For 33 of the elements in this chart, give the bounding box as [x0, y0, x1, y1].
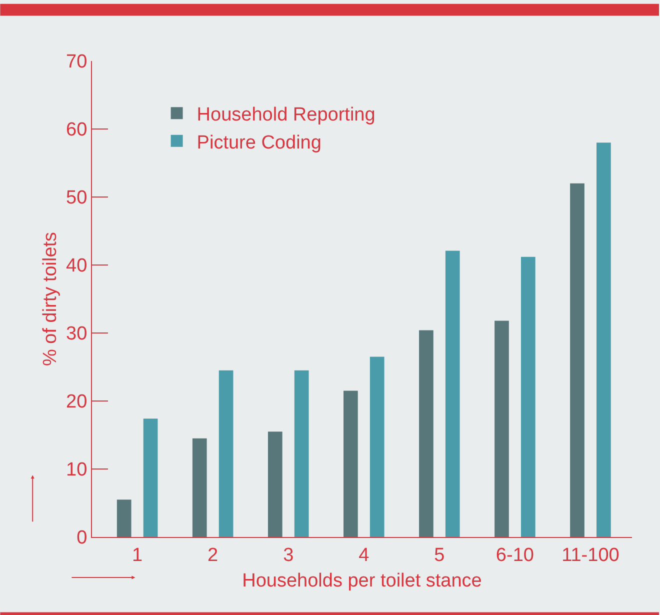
bar: [570, 183, 584, 537]
bar: [192, 438, 207, 537]
bar: [116, 500, 132, 537]
x-tick-label: 6-10: [496, 544, 534, 566]
y-tick-label: 60: [66, 120, 88, 141]
legend-label: Picture Coding: [196, 132, 322, 154]
y-tick-label: 10: [66, 460, 88, 481]
x-tick-label: 2: [208, 544, 218, 566]
bar: [419, 330, 434, 537]
y-tick-label: 40: [66, 256, 88, 277]
bar: [143, 418, 158, 537]
bar: [294, 370, 309, 537]
x-tick-label: 1: [132, 544, 143, 566]
bar: [494, 320, 509, 537]
bar: [596, 142, 611, 537]
x-tick-label: 5: [434, 544, 445, 566]
x-axis-title: Households per toilet stance: [242, 570, 482, 592]
y-tick-label: 0: [76, 528, 88, 549]
x-tick-label: 3: [283, 544, 294, 566]
y-axis-title: % of dirty toilets: [40, 232, 61, 366]
x-tick-label: 4: [358, 544, 370, 566]
y-tick-label: 20: [66, 392, 88, 413]
bar: [445, 250, 460, 537]
bar: [344, 390, 358, 537]
y-tick-label: 70: [66, 52, 88, 73]
bar: [268, 432, 282, 537]
bar: [370, 356, 384, 537]
bar: [520, 256, 536, 537]
x-tick-label: 11-100: [562, 544, 620, 566]
legend-label: Household Reporting: [196, 104, 376, 126]
y-tick-label: 30: [66, 324, 88, 345]
bar: [218, 370, 234, 537]
y-tick-label: 50: [66, 188, 88, 209]
